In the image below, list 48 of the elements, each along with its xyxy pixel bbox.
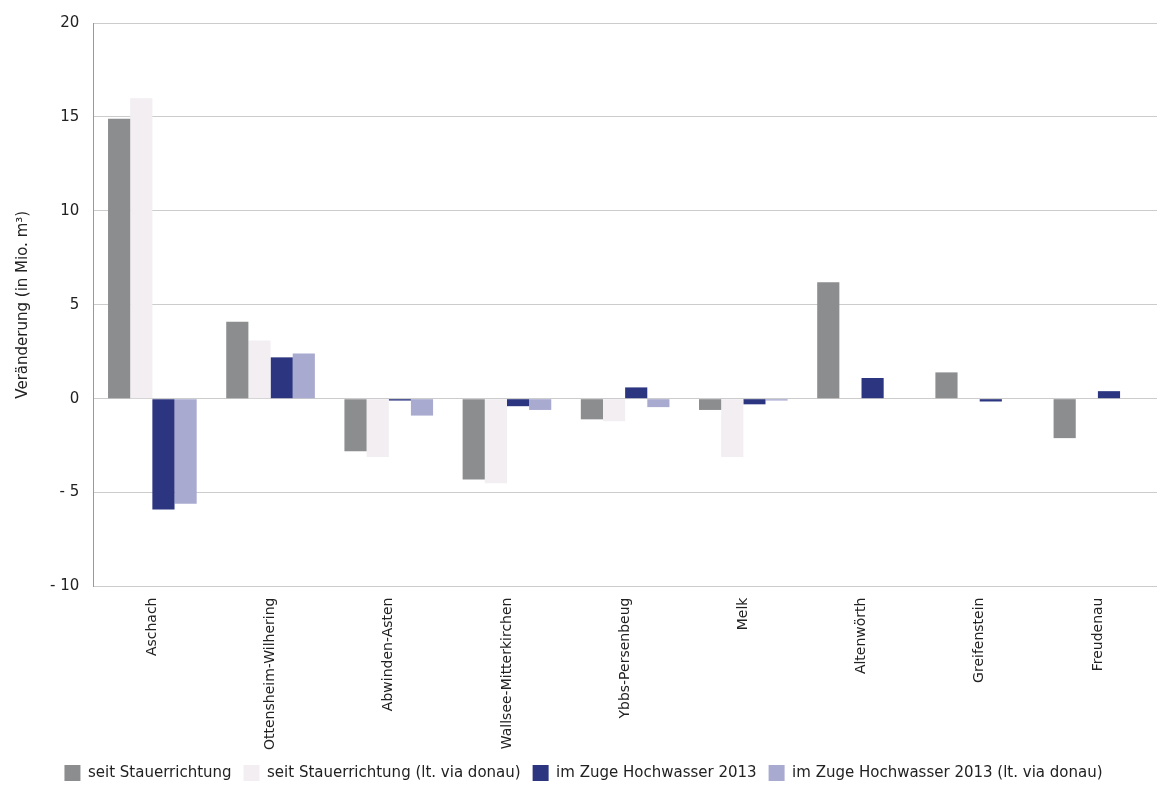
bar: [462, 399, 485, 480]
bar: [1097, 391, 1121, 399]
bar: [817, 282, 840, 399]
x-tick-label: Altenwörth: [852, 597, 869, 675]
bar: [410, 399, 434, 416]
y-tick-label: 0: [69, 388, 80, 407]
bar: [152, 399, 175, 510]
bar: [625, 387, 648, 399]
legend-label: seit Stauerrichtung (lt. via donau): [267, 762, 521, 781]
y-tick-label: 20: [60, 12, 80, 31]
legend-label: seit Stauerrichtung: [87, 762, 232, 781]
bar: [226, 321, 249, 399]
y-tick-label: 5: [69, 294, 80, 313]
bar: [174, 399, 197, 504]
bar: [108, 118, 131, 399]
bar: [270, 357, 293, 399]
bar: [529, 399, 552, 410]
x-tick-label: Ybbs-Persenbeug: [615, 597, 632, 720]
bar: [602, 399, 626, 422]
y-tick-label: 15: [60, 106, 80, 125]
bar: [935, 372, 958, 399]
bar: [366, 399, 389, 457]
bar: [130, 98, 153, 399]
bar: [647, 399, 670, 408]
y-tick-label: 10: [60, 200, 80, 219]
y-axis-title: Veränderung (in Mio. m³): [12, 210, 31, 399]
bar: [580, 399, 603, 420]
bar: [506, 399, 530, 407]
legend-label: im Zuge Hochwasser 2013: [556, 762, 757, 781]
x-tick-label: Aschach: [143, 597, 159, 657]
bar: [699, 399, 722, 410]
bar: [292, 353, 315, 399]
bar: [861, 378, 884, 399]
y-tick-label: - 5: [59, 482, 80, 501]
bar: [1053, 399, 1076, 439]
x-tick-label: Melk: [733, 596, 750, 631]
bar: [344, 399, 367, 452]
x-tick-label: Wallsee-Mitterkirchen: [497, 597, 514, 750]
bar: [743, 399, 766, 405]
x-tick-label: Freudenau: [1088, 597, 1105, 672]
bar: [484, 399, 507, 484]
bar: [248, 340, 271, 399]
x-tick-label: Abwinden-Asten: [379, 597, 396, 712]
bar: [721, 399, 744, 457]
y-tick-label: - 10: [49, 576, 80, 595]
legend-label: im Zuge Hochwasser 2013 (lt. via donau): [792, 762, 1103, 781]
x-tick-label: Greifenstein: [970, 597, 987, 683]
x-tick-label: Ottensheim-Wilhering: [261, 597, 278, 750]
